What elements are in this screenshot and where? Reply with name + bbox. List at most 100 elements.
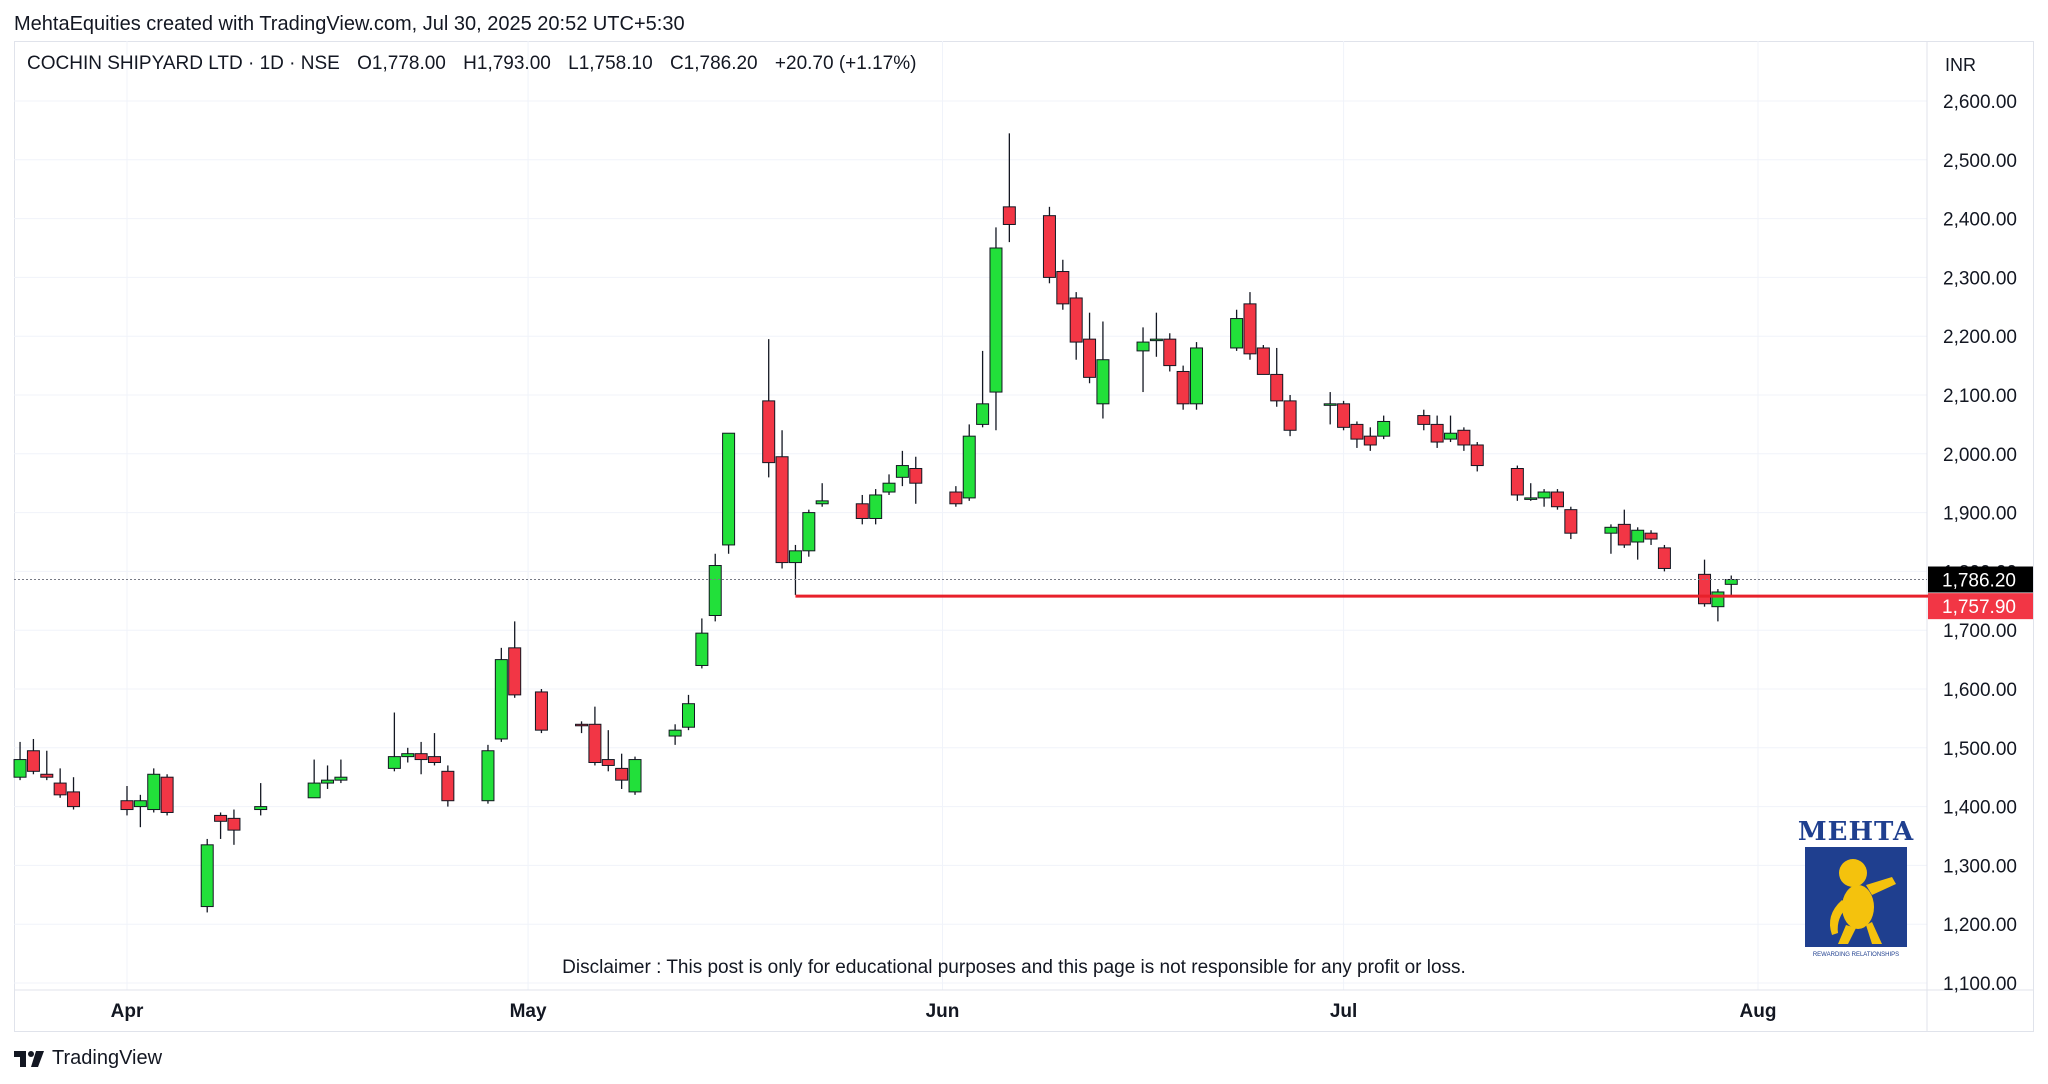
candle[interactable] [1350,421,1364,448]
candle-body-up [695,632,709,666]
candle[interactable] [1176,365,1190,410]
candle[interactable] [615,753,629,789]
candle[interactable] [160,774,174,816]
candle[interactable] [508,621,522,698]
candle[interactable] [1524,483,1538,501]
candle[interactable] [1323,392,1337,425]
candle[interactable] [762,339,776,478]
candle[interactable] [53,768,67,798]
candle[interactable] [227,809,241,845]
legend-symbol[interactable]: COCHIN SHIPYARD LTD · 1D · NSE [27,53,340,74]
candle[interactable] [481,744,495,804]
symbol-legend[interactable]: COCHIN SHIPYARD LTD · 1D · NSE O1,778.00… [27,53,928,75]
candle[interactable] [120,786,134,816]
candle[interactable] [989,227,1003,431]
candle[interactable] [775,430,789,569]
candle[interactable] [1604,524,1618,554]
candle[interactable] [708,553,722,622]
candle[interactable] [1270,347,1284,407]
candle[interactable] [1377,415,1391,440]
candle[interactable] [1042,206,1056,284]
candle[interactable] [788,544,802,595]
candle[interactable] [1644,530,1658,545]
candle[interactable] [40,750,54,781]
candles[interactable] [0,133,1738,913]
candle[interactable] [147,768,161,813]
candle[interactable] [1230,309,1244,351]
candle[interactable] [1444,415,1458,443]
candle[interactable] [1631,527,1645,560]
candle[interactable] [1190,342,1204,410]
candle[interactable] [962,424,976,501]
candle[interactable] [882,474,896,495]
candle[interactable] [628,756,642,795]
candle[interactable] [722,432,736,554]
candle[interactable] [1724,575,1738,597]
candle[interactable] [13,741,27,781]
candle[interactable] [588,706,602,766]
candle[interactable] [387,712,401,772]
candle[interactable] [1510,465,1524,501]
candle[interactable] [494,647,508,742]
candle[interactable] [254,783,268,816]
price-tags: 1,786.20 1,757.90 [1928,566,2033,620]
candle[interactable] [949,486,963,507]
candle-body-up [481,750,495,802]
candle[interactable] [26,738,40,775]
candle[interactable] [1470,442,1484,472]
candle[interactable] [414,741,428,775]
candle[interactable] [133,794,147,828]
candle[interactable] [976,350,990,428]
candle[interactable] [1564,506,1578,540]
tradingview-footer[interactable]: TradingView [14,1047,162,1070]
candle[interactable] [1711,589,1725,622]
candle[interactable] [895,450,909,487]
candle[interactable] [1149,312,1163,357]
candle[interactable] [1056,259,1070,310]
candle[interactable] [909,456,923,504]
candle[interactable] [441,765,455,807]
candle[interactable] [214,812,228,839]
candle[interactable] [869,489,883,525]
grid-lines [14,41,1927,990]
candle[interactable] [668,724,682,745]
candle[interactable] [1363,427,1377,451]
candle[interactable] [1243,292,1257,360]
candle[interactable] [802,509,816,557]
candle[interactable] [1083,312,1097,384]
candle[interactable] [1550,489,1564,510]
candle[interactable] [321,765,335,789]
candle[interactable] [534,689,548,734]
candle[interactable] [1136,327,1150,393]
candle[interactable] [1163,333,1177,372]
candle[interactable] [1430,415,1444,448]
candle[interactable] [695,618,709,669]
candle[interactable] [334,759,348,784]
candle[interactable] [1698,559,1712,607]
candle[interactable] [200,838,214,913]
candle[interactable] [1337,400,1351,431]
candle[interactable] [307,759,321,799]
candle[interactable] [427,733,441,766]
candle[interactable] [1617,509,1631,548]
candle[interactable] [1417,409,1431,431]
candle[interactable] [1002,133,1016,243]
price-axis[interactable]: 2,600.00 2,500.00 2,400.00 2,300.00 2,200.00… [1943,92,2017,995]
candle[interactable] [1069,292,1083,360]
candle[interactable] [815,483,829,507]
candle[interactable] [1657,544,1671,572]
candle[interactable] [1537,489,1551,507]
candle[interactable] [67,777,81,810]
time-axis[interactable]: Apr May Jun Jul Aug [111,1001,1777,1022]
currency-label[interactable]: INR [1945,55,1976,75]
candle[interactable] [855,494,869,525]
candle[interactable] [1096,321,1110,419]
candle[interactable] [1283,395,1297,437]
candle[interactable] [601,730,615,772]
candle[interactable] [681,694,695,731]
candle[interactable] [1457,427,1471,451]
candle[interactable] [575,721,589,734]
candle[interactable] [401,747,415,763]
candle[interactable] [1256,345,1270,375]
